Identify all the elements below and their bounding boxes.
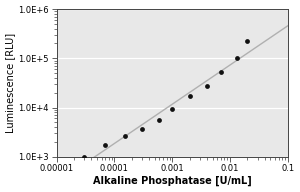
Point	[234, 57, 239, 60]
Point	[187, 95, 192, 98]
Point	[245, 40, 250, 43]
Point	[170, 107, 175, 110]
Point	[82, 155, 87, 158]
Point	[122, 134, 127, 137]
Point	[157, 119, 162, 122]
Y-axis label: Luminescence [RLU]: Luminescence [RLU]	[6, 33, 16, 133]
Point	[140, 128, 144, 131]
X-axis label: Alkaline Phosphatase [U/mL]: Alkaline Phosphatase [U/mL]	[93, 176, 252, 186]
Point	[219, 71, 224, 74]
Point	[205, 84, 209, 87]
Point	[103, 144, 108, 147]
